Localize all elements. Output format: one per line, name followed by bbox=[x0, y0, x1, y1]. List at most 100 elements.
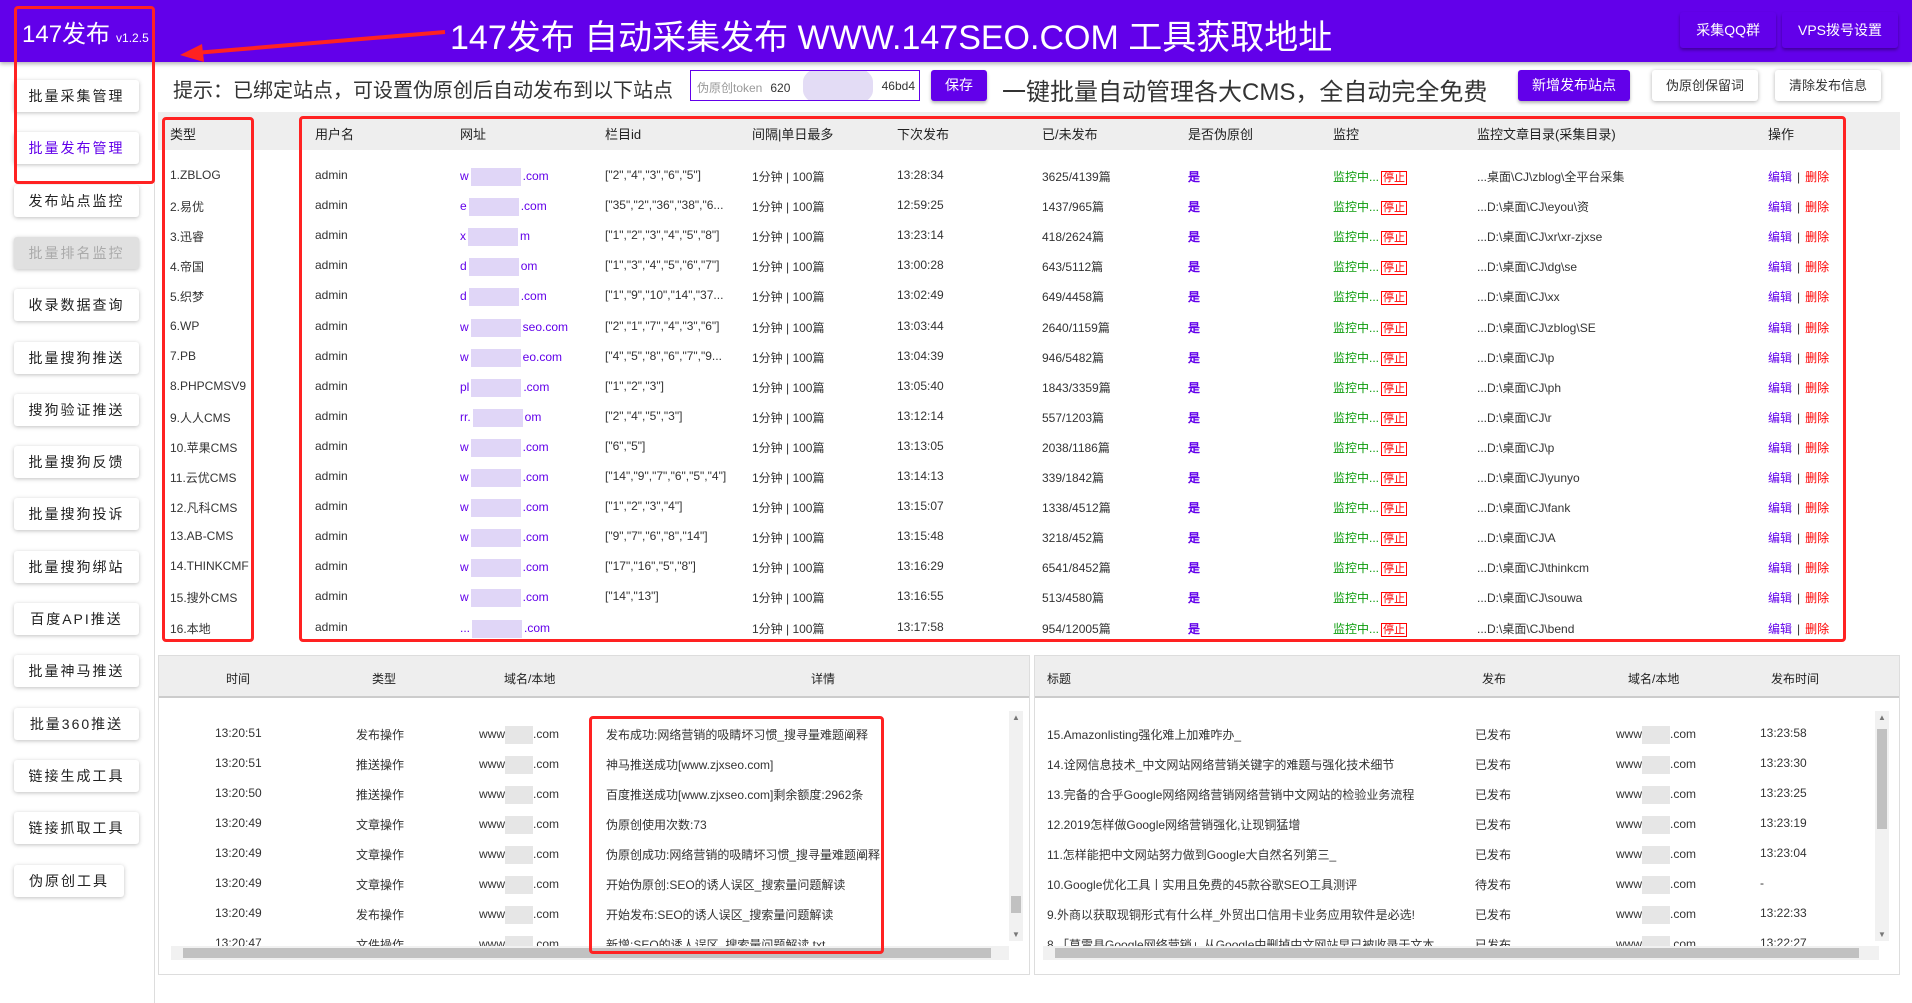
add-publish-site-button[interactable]: 新增发布站点 bbox=[1518, 70, 1630, 101]
edit-link[interactable]: 编辑 bbox=[1768, 320, 1793, 335]
pseudo-original-keep-words-button[interactable]: 伪原创保留词 bbox=[1652, 70, 1759, 101]
stop-monitor-button[interactable]: 停止 bbox=[1381, 502, 1408, 517]
clear-publish-info-button[interactable]: 清除发布信息 bbox=[1775, 70, 1882, 101]
delete-link[interactable]: 删除 bbox=[1805, 200, 1830, 215]
pseudo-original-toggle[interactable]: 是 bbox=[1188, 260, 1201, 275]
qq-group-button[interactable]: 采集QQ群 bbox=[1680, 12, 1776, 48]
pseudo-original-toggle[interactable]: 是 bbox=[1188, 621, 1201, 636]
url-link[interactable]: rr. om bbox=[460, 408, 541, 427]
url-link[interactable]: w .com bbox=[460, 438, 549, 457]
sidebar-item[interactable]: 批量搜狗绑站 bbox=[14, 550, 139, 583]
delete-link[interactable]: 删除 bbox=[1805, 591, 1830, 606]
url-link[interactable]: w .com bbox=[460, 469, 549, 487]
stop-monitor-button[interactable]: 停止 bbox=[1381, 441, 1408, 456]
sidebar-item[interactable]: 百度API推送 bbox=[14, 603, 139, 635]
pseudo-original-toggle[interactable]: 是 bbox=[1188, 501, 1201, 516]
sidebar-item[interactable]: 链接生成工具 bbox=[14, 759, 139, 792]
scroll-down-icon[interactable]: ▼ bbox=[1878, 930, 1886, 939]
stop-monitor-button[interactable]: 停止 bbox=[1381, 351, 1408, 366]
sidebar-item[interactable]: 批量神马推送 bbox=[14, 655, 139, 688]
delete-link[interactable]: 删除 bbox=[1805, 320, 1830, 335]
url-link[interactable]: ... .com bbox=[460, 619, 550, 638]
delete-link[interactable]: 删除 bbox=[1805, 471, 1830, 485]
scroll-thumb[interactable] bbox=[183, 948, 991, 958]
pseudo-original-toggle[interactable]: 是 bbox=[1188, 410, 1201, 425]
delete-link[interactable]: 删除 bbox=[1805, 260, 1830, 275]
url-link[interactable]: w eo.com bbox=[460, 348, 562, 367]
edit-link[interactable]: 编辑 bbox=[1768, 501, 1793, 516]
delete-link[interactable]: 删除 bbox=[1805, 621, 1830, 636]
edit-link[interactable]: 编辑 bbox=[1768, 290, 1793, 305]
stop-monitor-button[interactable]: 停止 bbox=[1381, 532, 1408, 547]
sidebar-item[interactable]: 批量搜狗投诉 bbox=[14, 498, 139, 531]
delete-link[interactable]: 删除 bbox=[1805, 350, 1830, 365]
edit-link[interactable]: 编辑 bbox=[1768, 350, 1793, 365]
stop-monitor-button[interactable]: 停止 bbox=[1381, 562, 1408, 577]
edit-link[interactable]: 编辑 bbox=[1768, 230, 1793, 245]
sidebar-item[interactable]: 伪原创工具 bbox=[14, 864, 124, 897]
url-link[interactable]: w .com bbox=[460, 559, 549, 578]
pseudo-original-toggle[interactable]: 是 bbox=[1188, 561, 1201, 576]
stop-monitor-button[interactable]: 停止 bbox=[1381, 261, 1408, 276]
article-horizontal-scrollbar[interactable] bbox=[1043, 946, 1879, 960]
stop-monitor-button[interactable]: 停止 bbox=[1381, 201, 1408, 216]
url-link[interactable]: d .com bbox=[460, 288, 547, 307]
url-link[interactable]: w .com bbox=[460, 168, 549, 186]
edit-link[interactable]: 编辑 bbox=[1768, 471, 1793, 485]
article-vertical-scrollbar[interactable]: ▲ ▼ bbox=[1875, 711, 1889, 941]
delete-link[interactable]: 删除 bbox=[1805, 230, 1830, 245]
log-vertical-scrollbar[interactable]: ▲ ▼ bbox=[1009, 711, 1023, 941]
delete-link[interactable]: 删除 bbox=[1805, 290, 1830, 305]
url-link[interactable]: pl .com bbox=[460, 378, 549, 397]
save-button[interactable]: 保存 bbox=[931, 70, 987, 101]
stop-monitor-button[interactable]: 停止 bbox=[1381, 291, 1408, 306]
edit-link[interactable]: 编辑 bbox=[1768, 621, 1793, 636]
pseudo-original-toggle[interactable]: 是 bbox=[1188, 350, 1201, 365]
sidebar-item[interactable]: 批量发布管理 bbox=[14, 132, 139, 165]
stop-monitor-button[interactable]: 停止 bbox=[1381, 381, 1408, 396]
token-input[interactable]: 伪原创token 620 46bd4 bbox=[690, 70, 920, 101]
sidebar-item[interactable]: 搜狗验证推送 bbox=[14, 393, 139, 426]
sidebar-item[interactable]: 发布站点监控 bbox=[14, 184, 139, 217]
edit-link[interactable]: 编辑 bbox=[1768, 410, 1793, 425]
pseudo-original-toggle[interactable]: 是 bbox=[1188, 230, 1201, 245]
sidebar-item[interactable]: 批量360推送 bbox=[14, 707, 139, 740]
stop-monitor-button[interactable]: 停止 bbox=[1381, 472, 1408, 486]
sidebar-item[interactable]: 批量搜狗推送 bbox=[14, 341, 139, 374]
pseudo-original-toggle[interactable]: 是 bbox=[1188, 290, 1201, 305]
delete-link[interactable]: 删除 bbox=[1805, 501, 1830, 516]
delete-link[interactable]: 删除 bbox=[1805, 410, 1830, 425]
stop-monitor-button[interactable]: 停止 bbox=[1381, 592, 1408, 607]
delete-link[interactable]: 删除 bbox=[1805, 531, 1830, 546]
pseudo-original-toggle[interactable]: 是 bbox=[1188, 591, 1201, 606]
edit-link[interactable]: 编辑 bbox=[1768, 531, 1793, 546]
url-link[interactable]: w .com bbox=[460, 589, 549, 608]
edit-link[interactable]: 编辑 bbox=[1768, 561, 1793, 576]
url-link[interactable]: d om bbox=[460, 258, 537, 277]
edit-link[interactable]: 编辑 bbox=[1768, 440, 1793, 455]
delete-link[interactable]: 删除 bbox=[1805, 561, 1830, 576]
scroll-thumb[interactable] bbox=[1055, 948, 1859, 958]
url-link[interactable]: w seo.com bbox=[460, 318, 568, 337]
delete-link[interactable]: 删除 bbox=[1805, 380, 1830, 395]
pseudo-original-toggle[interactable]: 是 bbox=[1188, 200, 1201, 215]
sidebar-item[interactable]: 链接抓取工具 bbox=[14, 812, 139, 845]
sidebar-item[interactable]: 收录数据查询 bbox=[14, 289, 139, 322]
scroll-thumb[interactable] bbox=[1877, 729, 1887, 829]
delete-link[interactable]: 删除 bbox=[1805, 440, 1830, 455]
edit-link[interactable]: 编辑 bbox=[1768, 380, 1793, 395]
pseudo-original-toggle[interactable]: 是 bbox=[1188, 170, 1201, 184]
url-link[interactable]: w .com bbox=[460, 529, 549, 548]
edit-link[interactable]: 编辑 bbox=[1768, 260, 1793, 275]
scroll-up-icon[interactable]: ▲ bbox=[1012, 713, 1020, 722]
pseudo-original-toggle[interactable]: 是 bbox=[1188, 440, 1201, 455]
pseudo-original-toggle[interactable]: 是 bbox=[1188, 531, 1201, 546]
url-link[interactable]: w .com bbox=[460, 499, 549, 518]
stop-monitor-button[interactable]: 停止 bbox=[1381, 231, 1408, 246]
pseudo-original-toggle[interactable]: 是 bbox=[1188, 320, 1201, 335]
stop-monitor-button[interactable]: 停止 bbox=[1381, 411, 1408, 426]
scroll-down-icon[interactable]: ▼ bbox=[1012, 930, 1020, 939]
sidebar-item[interactable]: 批量搜狗反馈 bbox=[14, 446, 139, 479]
edit-link[interactable]: 编辑 bbox=[1768, 200, 1793, 215]
